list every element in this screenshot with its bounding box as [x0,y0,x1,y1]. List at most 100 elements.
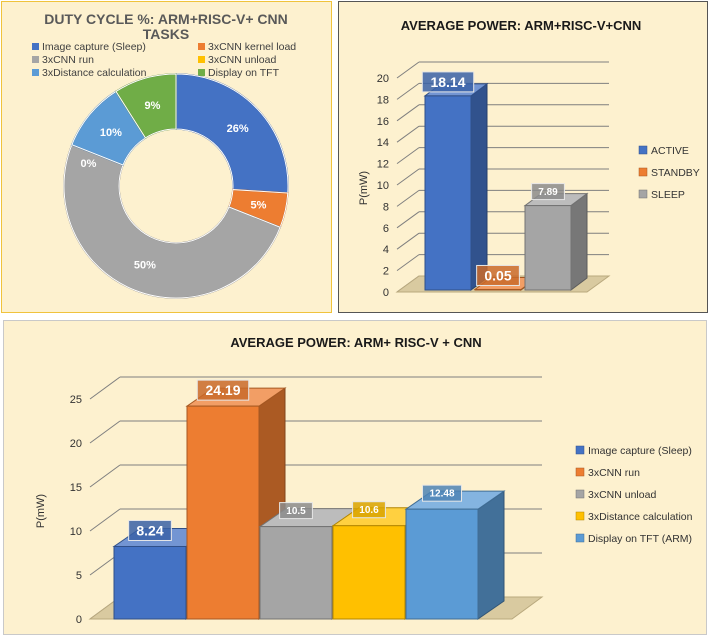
bar [405,508,479,620]
y-tick-label: 12 [377,159,389,171]
legend-swatch [638,145,648,155]
legend-label: STANDBY [651,167,700,179]
legend-label: Display on TFT [208,67,280,79]
gridline-side [396,211,420,229]
slice-data-label: 0% [81,158,97,170]
bar [113,545,187,620]
legend-label: 3xCNN run [42,54,94,66]
y-tick-label: 8 [383,201,389,213]
gridline-side [396,104,420,122]
slice-data-label: 26% [227,123,249,135]
slice-data-label: 5% [251,199,267,211]
y-tick-label: 18 [377,94,389,106]
bar-data-label: 8.24 [136,522,163,538]
legend-swatch [198,56,205,63]
y-axis-label: P(mW) [35,494,47,528]
bar-data-label: 24.19 [205,382,240,398]
bar [524,205,572,291]
y-tick-label: 5 [76,570,82,582]
data-label-box [476,264,520,286]
y-tick-label: 0 [383,287,389,299]
legend-swatch [575,467,585,477]
legend-swatch [575,445,585,455]
bar-data-label: 10.6 [359,505,379,516]
donut-slice-outline [63,144,281,299]
legend-label: 3xCNN kernel load [208,41,296,53]
legend-swatch [575,533,585,543]
bar-side [470,82,488,291]
bar [424,95,472,291]
gridline-side [396,147,420,165]
bar [332,525,406,620]
legend-label: 3xCNN unload [588,489,656,501]
legend-label: Display on TFT (ARM) [588,533,692,545]
y-tick-label: 15 [70,482,82,494]
average-power-states-chart: AVERAGE POWER: ARM+RISC-V+CNN 0 2 4 6 8 10 12 14… [358,18,700,299]
slice-data-label: 9% [144,100,160,112]
y-axis-label: P(mW) [358,171,370,205]
chart-title: AVERAGE POWER: ARM+ RISC-V + CNN [230,335,481,350]
gridline-side [396,61,420,79]
bar [259,526,333,620]
gridline-side [396,254,420,272]
legend-swatch [198,69,205,76]
bar-data-label: 7.89 [538,187,558,198]
bar-data-label: 18.14 [430,74,465,90]
gridline-side [396,232,420,250]
legend-swatch [32,43,39,50]
y-tick-label: 10 [70,526,82,538]
gridline-side [89,420,121,444]
y-tick-label: 6 [383,223,389,235]
legend-label: Image capture (Sleep) [588,445,692,457]
data-label-box [196,379,250,401]
y-tick-label: 2 [383,266,389,278]
gridline-side [396,82,420,100]
gridline-side [396,168,420,186]
duty-cycle-donut-chart: DUTY CYCLE %: ARM+RISC-V+ CNNTASKSImage … [32,11,296,299]
y-tick-label: 20 [377,73,389,85]
bar [474,288,522,291]
y-tick-label: 4 [383,244,389,256]
y-tick-label: 0 [76,614,82,626]
data-label-box [422,484,462,502]
legend-swatch [575,511,585,521]
legend-label: 3xCNN run [588,467,640,479]
gridline-side [396,125,420,143]
legend-label: 3xDistance calculation [588,511,693,523]
average-power-tasks-chart: AVERAGE POWER: ARM+ RISC-V + CNN 0 5 10 15 20… [35,335,693,626]
y-tick-label: 20 [70,438,82,450]
donut-slice-outline [175,73,289,194]
data-label-box [531,183,565,201]
legend-swatch [32,69,39,76]
legend-swatch [32,56,39,63]
legend-label: ACTIVE [651,145,689,157]
slice-data-label: 10% [100,127,122,139]
legend-swatch [575,489,585,499]
legend-label: 3xDistance calculation [42,67,147,79]
slice-data-label: 50% [134,260,156,272]
legend-swatch [198,43,205,50]
data-label-box [352,501,386,519]
data-label-box [421,71,475,93]
legend-label: 3xCNN unload [208,54,276,66]
legend-label: SLEEP [651,189,685,201]
bar-data-label: 12.48 [429,489,454,500]
gridline-side [396,189,420,207]
legend-swatch [638,189,648,199]
y-tick-label: 14 [377,137,389,149]
chart-title-line-1: DUTY CYCLE %: ARM+RISC-V+ CNN [44,11,287,27]
duty-cycle-panel: DUTY CYCLE %: ARM+RISC-V+ CNN TASKS Image … [1,1,332,313]
chart-title-line-2: TASKS [143,26,189,42]
legend-swatch [638,167,648,177]
chart-title: AVERAGE POWER: ARM+RISC-V+CNN [401,18,642,33]
bar [186,405,260,620]
average-power-tasks-panel: AVERAGE POWER: ARM+ RISC-V + CNN 0 5 10 15 20… [3,320,707,635]
average-power-states-panel: AVERAGE POWER: ARM+RISC-V+CNN 0 2 4 6 8 10 12 14… [338,1,708,313]
y-tick-label: 10 [377,180,389,192]
data-label-box [279,502,313,520]
donut-slice-outline [115,73,177,139]
gridline-side [89,508,121,532]
bar-data-label: 10.5 [286,506,306,517]
bar-side [477,490,505,620]
y-tick-label: 25 [70,394,82,406]
